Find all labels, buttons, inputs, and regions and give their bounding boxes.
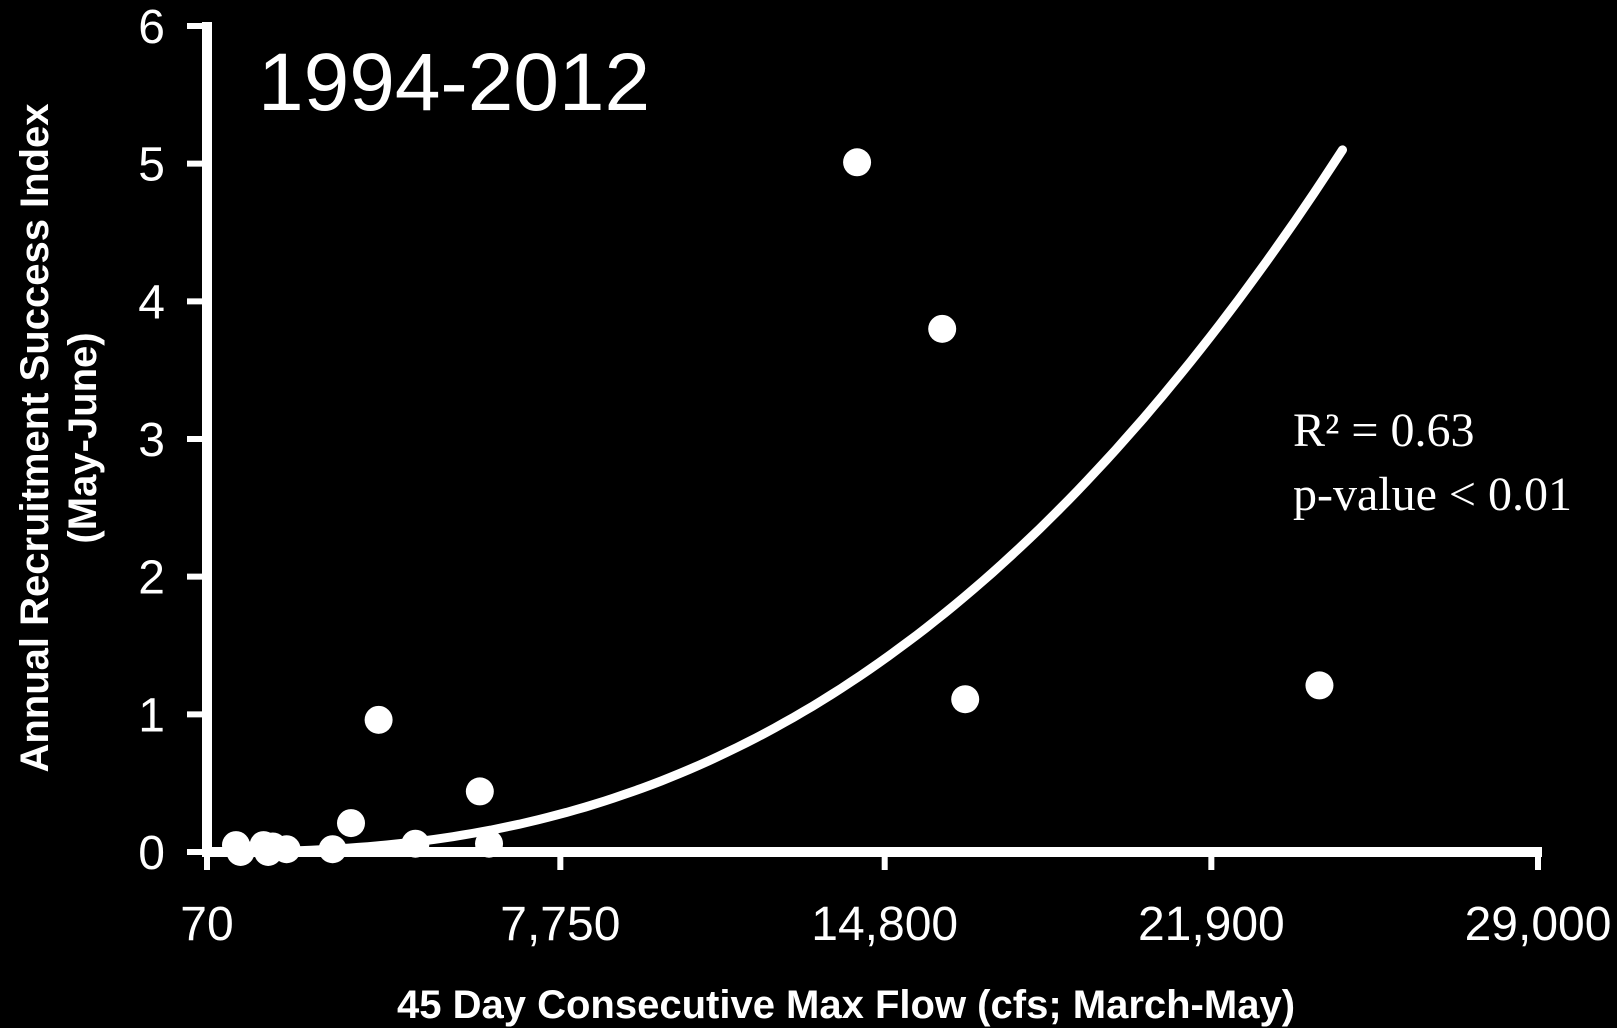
y-tick-label: 2 <box>138 552 165 605</box>
x-tick-label: 14,800 <box>811 898 958 951</box>
stats-r-squared: R² = 0.63 <box>1293 404 1474 457</box>
stats-p-value: p-value < 0.01 <box>1293 468 1572 521</box>
y-tick-label: 0 <box>138 827 165 880</box>
y-axis-title-line2: (May-June) <box>61 332 105 543</box>
data-point <box>364 705 393 734</box>
data-point <box>951 685 980 714</box>
y-tick-label: 1 <box>138 689 165 742</box>
data-point <box>843 148 872 177</box>
tick-labels: 0 1 2 3 4 5 6 70 7,750 14,800 21,900 29,000 <box>138 1 1611 951</box>
chart-title: 1994-2012 <box>258 37 650 128</box>
y-tick-label: 3 <box>138 414 165 467</box>
data-point <box>465 777 494 806</box>
data-point <box>401 829 430 858</box>
data-point <box>928 314 957 343</box>
data-points <box>221 148 1334 866</box>
data-point <box>475 829 504 858</box>
data-point <box>226 838 255 866</box>
y-tick-label: 4 <box>138 276 165 329</box>
data-point <box>272 835 301 864</box>
tick-marks <box>187 23 1541 870</box>
y-axis-title-line1: Annual Recruitment Success Index <box>13 103 57 772</box>
x-tick-label: 29,000 <box>1465 898 1612 951</box>
data-point <box>337 809 366 838</box>
data-point <box>318 835 347 864</box>
y-tick-label: 5 <box>138 139 165 192</box>
x-tick-label: 7,750 <box>500 898 620 951</box>
y-axis-title: Annual Recruitment Success Index (May-Ju… <box>13 103 105 772</box>
x-axis-title: 45 Day Consecutive Max Flow (cfs; March-… <box>397 983 1295 1027</box>
data-point <box>1305 671 1334 700</box>
x-tick-label: 70 <box>180 898 233 951</box>
trendline-layer <box>202 145 1347 857</box>
x-tick-label: 21,900 <box>1138 898 1285 951</box>
y-tick-label: 6 <box>138 1 165 54</box>
trendline <box>202 145 1347 857</box>
